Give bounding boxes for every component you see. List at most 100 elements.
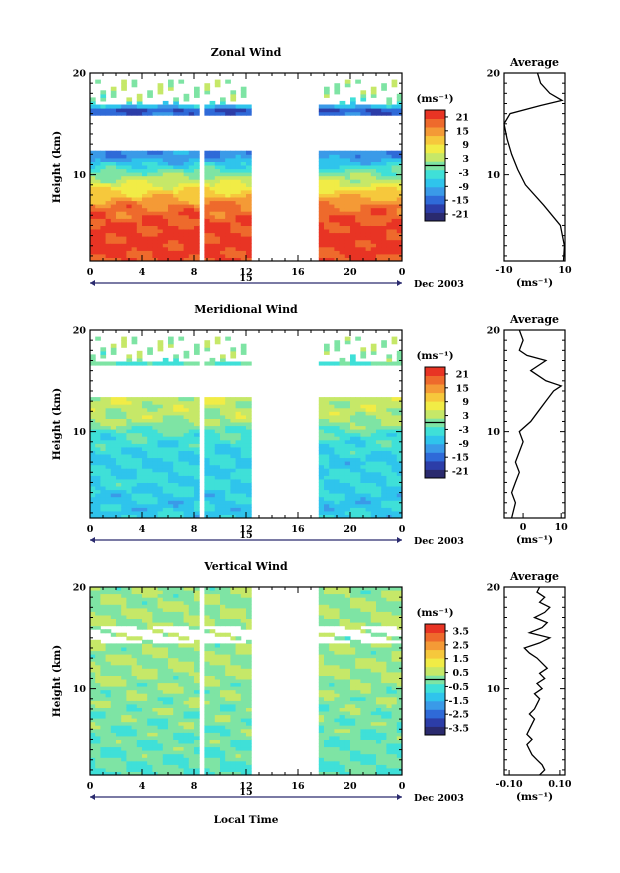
heatmap-cell — [225, 618, 231, 623]
heatmap-cell — [142, 193, 148, 198]
heatmap-cell — [173, 432, 179, 437]
heatmap-cell — [220, 496, 226, 501]
heatmap-cell — [178, 221, 185, 226]
heatmap-cell — [188, 682, 195, 687]
heatmap-cell — [126, 357, 133, 362]
heatmap-cell — [391, 186, 398, 191]
heatmap-cell — [168, 607, 174, 612]
heatmap-cell — [225, 671, 231, 676]
heatmap-cell — [318, 257, 325, 262]
heatmap-cell — [194, 471, 200, 476]
heatmap-cell — [209, 760, 216, 765]
heatmap-cell — [194, 197, 200, 202]
heatmap-cell — [183, 468, 190, 473]
heatmap-cell — [376, 407, 382, 412]
heatmap-cell — [214, 457, 221, 462]
heatmap-cell — [350, 407, 356, 412]
heatmap-cell — [147, 657, 153, 662]
heatmap-cell — [90, 400, 96, 405]
heatmap-cell — [391, 197, 398, 202]
colorbar-segment — [425, 178, 445, 188]
heatmap-cell — [376, 454, 382, 459]
heatmap-cell — [396, 397, 403, 402]
heatmap-cell — [204, 232, 211, 237]
heatmap-cell — [381, 221, 387, 226]
heatmap-cell — [121, 707, 127, 712]
heatmap-cell — [162, 165, 169, 170]
heatmap-cell — [350, 104, 356, 109]
day-label: 15 — [239, 273, 252, 284]
heatmap-cell — [230, 108, 237, 113]
heatmap-cell — [386, 429, 393, 434]
heatmap-cell — [147, 214, 153, 219]
heatmap-cell — [235, 443, 242, 448]
heatmap-cell — [230, 97, 237, 102]
heatmap-cell — [183, 700, 190, 705]
heatmap-cell — [318, 475, 325, 480]
heatmap-cell — [376, 422, 382, 427]
heatmap-cell — [152, 614, 159, 619]
heatmap-cell — [329, 186, 335, 191]
heatmap-cell — [162, 510, 169, 515]
heatmap-cell — [142, 668, 148, 673]
heatmap-cell — [370, 236, 377, 241]
heatmap-cell — [178, 154, 185, 159]
heatmap-cell — [318, 211, 325, 216]
heatmap-cell — [162, 357, 169, 362]
colorbar-segment — [425, 469, 445, 479]
heatmap-cell — [100, 682, 107, 687]
heatmap-cell — [350, 150, 356, 155]
heatmap-cell — [324, 165, 330, 170]
heatmap-cell — [188, 161, 195, 166]
heatmap-cell — [194, 150, 200, 155]
heatmap-cell — [126, 746, 133, 751]
heatmap-cell — [121, 407, 127, 412]
heatmap-cell — [157, 90, 164, 95]
heatmap-cell — [95, 193, 101, 198]
heatmap-cell — [339, 496, 346, 501]
heatmap-cell — [168, 496, 174, 501]
heatmap-cell — [396, 354, 403, 359]
heatmap-cell — [355, 489, 361, 494]
heatmap-cell — [126, 593, 133, 598]
heatmap-cell — [220, 397, 226, 402]
heatmap-cell — [183, 728, 190, 733]
heatmap-cell — [235, 432, 242, 437]
heatmap-cell — [173, 597, 179, 602]
heatmap-cell — [142, 507, 148, 512]
heatmap-cell — [100, 757, 107, 762]
heatmap-cell — [396, 404, 403, 409]
heatmap-cell — [391, 200, 398, 205]
heatmap-cell — [214, 157, 221, 162]
heatmap-cell — [220, 239, 226, 244]
heatmap-cell — [220, 753, 226, 758]
heatmap-cell — [105, 503, 112, 508]
heatmap-cell — [324, 454, 330, 459]
heatmap-cell — [126, 493, 133, 498]
heatmap-cell — [355, 225, 361, 230]
heatmap-cell — [194, 250, 200, 255]
heatmap-cell — [136, 478, 143, 483]
heatmap-cell — [209, 679, 216, 684]
heatmap-cell — [214, 753, 221, 758]
heatmap-cell — [204, 165, 211, 170]
heatmap-cell — [324, 90, 330, 95]
heatmap-cell — [116, 668, 122, 673]
heatmap-cell — [100, 221, 107, 226]
heatmap-cell — [209, 108, 216, 113]
heatmap-cell — [95, 679, 101, 684]
heatmap-cell — [360, 414, 367, 419]
heatmap-cell — [225, 211, 231, 216]
heatmap-cell — [204, 732, 211, 737]
heatmap-cell — [178, 743, 185, 748]
heatmap-cell — [350, 422, 356, 427]
heatmap-cell — [355, 422, 361, 427]
heatmap-cell — [162, 197, 169, 202]
heatmap-cell — [110, 682, 117, 687]
heatmap-cell — [386, 154, 393, 159]
heatmap-cell — [324, 232, 330, 237]
heatmap-cell — [365, 429, 372, 434]
heatmap-cell — [324, 218, 330, 223]
heatmap-cell — [157, 693, 164, 698]
